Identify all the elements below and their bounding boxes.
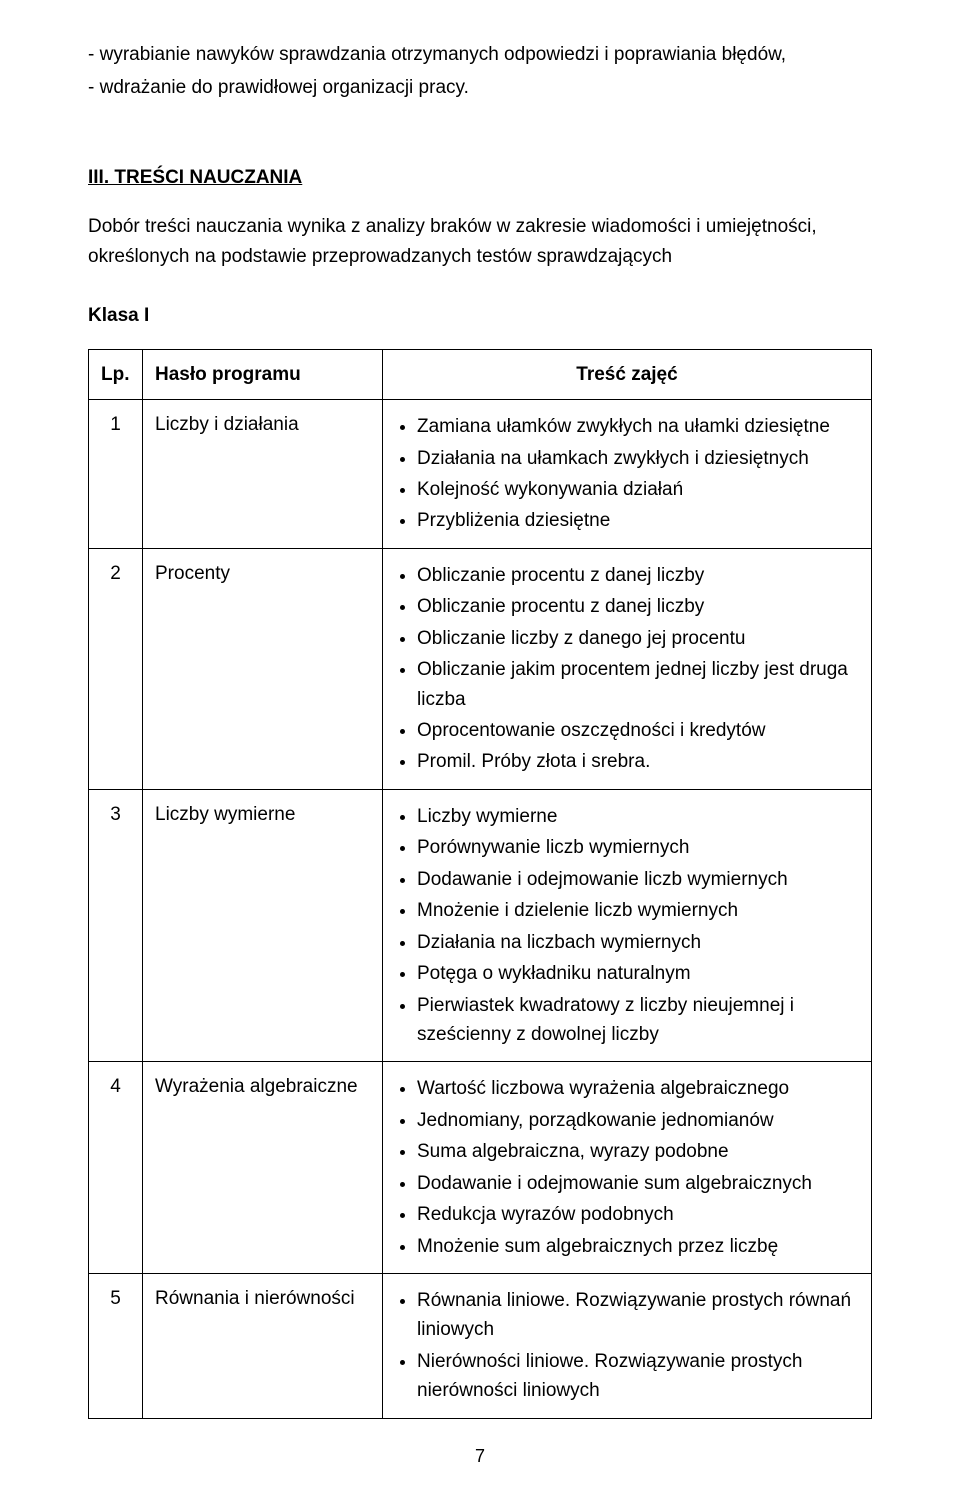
section-body: Dobór treści nauczania wynika z analizy … <box>88 212 872 271</box>
table-row: 2 Procenty Obliczanie procentu z danej l… <box>89 548 872 789</box>
cell-lp: 2 <box>89 548 143 789</box>
table-row: 3 Liczby wymierne Liczby wymierne Porówn… <box>89 789 872 1062</box>
table-row: 1 Liczby i działania Zamiana ułamków zwy… <box>89 400 872 549</box>
bullet-item: Zamiana ułamków zwykłych na ułamki dzies… <box>417 412 859 441</box>
bullet-list: Liczby wymierne Porównywanie liczb wymie… <box>395 802 859 1050</box>
cell-lp: 3 <box>89 789 143 1062</box>
bullet-item: Równania liniowe. Rozwiązywanie prostych… <box>417 1286 859 1345</box>
cell-tresc: Liczby wymierne Porównywanie liczb wymie… <box>383 789 872 1062</box>
bullet-item: Oprocentowanie oszczędności i kredytów <box>417 716 859 745</box>
bullet-item: Obliczanie liczby z danego jej procentu <box>417 624 859 653</box>
bullet-item: Dodawanie i odejmowanie sum algebraiczny… <box>417 1169 859 1198</box>
cell-haslo: Liczby wymierne <box>143 789 383 1062</box>
table-body: 1 Liczby i działania Zamiana ułamków zwy… <box>89 400 872 1419</box>
curriculum-table: Lp. Hasło programu Treść zajęć 1 Liczby … <box>88 349 872 1419</box>
table-row: 5 Równania i nierówności Równania liniow… <box>89 1274 872 1419</box>
page-number: 7 <box>0 1443 960 1471</box>
bullet-item: Obliczanie procentu z danej liczby <box>417 592 859 621</box>
bullet-item: Obliczanie procentu z danej liczby <box>417 561 859 590</box>
bullet-item: Pierwiastek kwadratowy z liczby nieujemn… <box>417 991 859 1050</box>
table-header-row: Lp. Hasło programu Treść zajęć <box>89 349 872 399</box>
bullet-item: Dodawanie i odejmowanie liczb wymiernych <box>417 865 859 894</box>
cell-tresc: Zamiana ułamków zwykłych na ułamki dzies… <box>383 400 872 549</box>
bullet-item: Potęga o wykładniku naturalnym <box>417 959 859 988</box>
cell-lp: 4 <box>89 1062 143 1274</box>
bullet-item: Promil. Próby złota i srebra. <box>417 747 859 776</box>
bullet-item: Kolejność wykonywania działań <box>417 475 859 504</box>
bullet-item: Wartość liczbowa wyrażenia algebraiczneg… <box>417 1074 859 1103</box>
bullet-list: Obliczanie procentu z danej liczby Oblic… <box>395 561 859 777</box>
bullet-list: Zamiana ułamków zwykłych na ułamki dzies… <box>395 412 859 536</box>
bullet-item: Działania na liczbach wymiernych <box>417 928 859 957</box>
cell-tresc: Równania liniowe. Rozwiązywanie prostych… <box>383 1274 872 1419</box>
section-heading: III. TREŚCI NAUCZANIA <box>88 163 872 192</box>
bullet-item: Nierówności liniowe. Rozwiązywanie prost… <box>417 1347 859 1406</box>
bullet-item: Mnożenie i dzielenie liczb wymiernych <box>417 896 859 925</box>
cell-tresc: Obliczanie procentu z danej liczby Oblic… <box>383 548 872 789</box>
bullet-item: Porównywanie liczb wymiernych <box>417 833 859 862</box>
bullet-item: Redukcja wyrazów podobnych <box>417 1200 859 1229</box>
class-label: Klasa I <box>88 301 872 330</box>
cell-haslo: Równania i nierówności <box>143 1274 383 1419</box>
bullet-list: Równania liniowe. Rozwiązywanie prostych… <box>395 1286 859 1406</box>
bullet-item: Suma algebraiczna, wyrazy podobne <box>417 1137 859 1166</box>
intro-list: - wyrabianie nawyków sprawdzania otrzyma… <box>88 40 872 103</box>
bullet-item: Przybliżenia dziesiętne <box>417 506 859 535</box>
cell-haslo: Liczby i działania <box>143 400 383 549</box>
header-haslo: Hasło programu <box>143 349 383 399</box>
cell-haslo: Procenty <box>143 548 383 789</box>
cell-lp: 1 <box>89 400 143 549</box>
intro-line: - wyrabianie nawyków sprawdzania otrzyma… <box>88 40 872 69</box>
header-lp: Lp. <box>89 349 143 399</box>
bullet-item: Liczby wymierne <box>417 802 859 831</box>
bullet-item: Obliczanie jakim procentem jednej liczby… <box>417 655 859 714</box>
document-page: - wyrabianie nawyków sprawdzania otrzyma… <box>0 0 960 1499</box>
intro-line: - wdrażanie do prawidłowej organizacji p… <box>88 73 872 102</box>
cell-tresc: Wartość liczbowa wyrażenia algebraiczneg… <box>383 1062 872 1274</box>
header-tresc: Treść zajęć <box>383 349 872 399</box>
bullet-item: Jednomiany, porządkowanie jednomianów <box>417 1106 859 1135</box>
cell-lp: 5 <box>89 1274 143 1419</box>
bullet-list: Wartość liczbowa wyrażenia algebraiczneg… <box>395 1074 859 1261</box>
table-row: 4 Wyrażenia algebraiczne Wartość liczbow… <box>89 1062 872 1274</box>
bullet-item: Działania na ułamkach zwykłych i dziesię… <box>417 444 859 473</box>
bullet-item: Mnożenie sum algebraicznych przez liczbę <box>417 1232 859 1261</box>
cell-haslo: Wyrażenia algebraiczne <box>143 1062 383 1274</box>
